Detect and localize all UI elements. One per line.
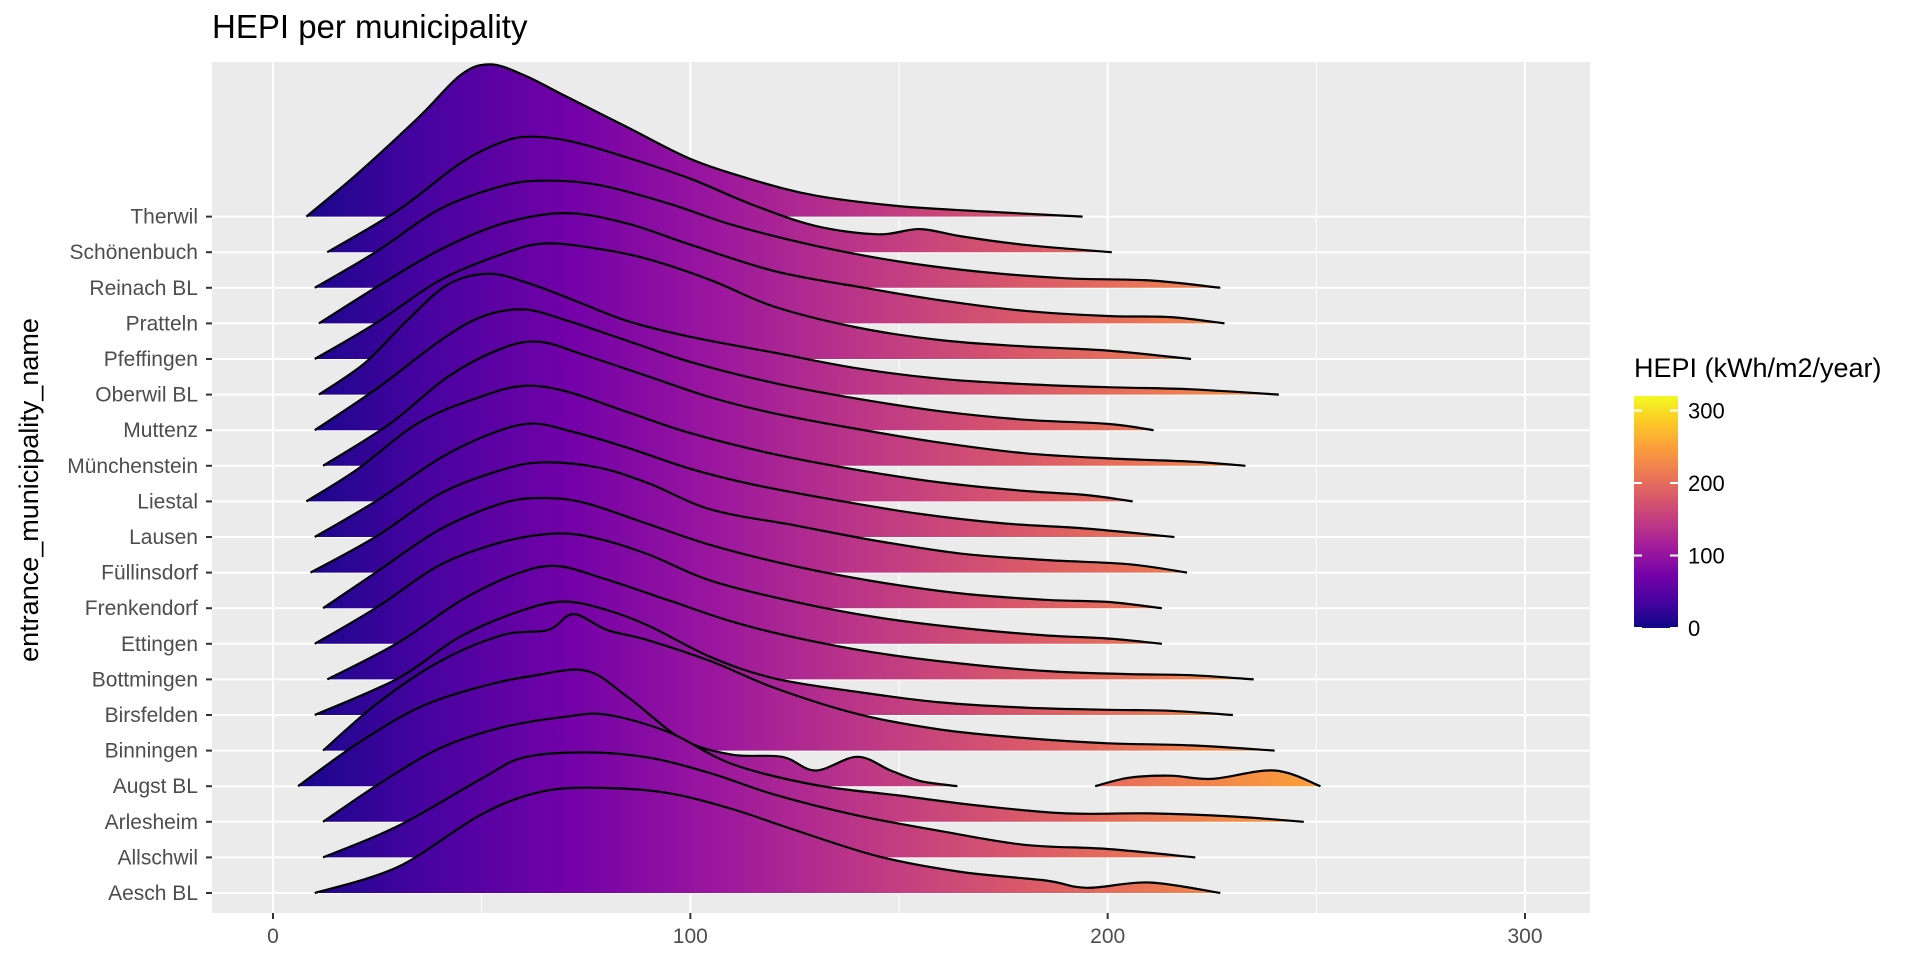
ridge-fill [1095,770,1321,787]
color-legend: HEPI (kWh/m2/year) 0 100 200 300 [1634,353,1882,641]
legend-title: HEPI (kWh/m2/year) [1634,353,1882,383]
ridge-outline [314,600,1233,717]
chart-title: HEPI per municipality [212,8,528,45]
ridge-outline [305,63,1083,218]
ridge-outline [322,612,1275,752]
y-tick-label: Füllinsdorf [101,562,198,585]
y-tick-label: Schönenbuch [70,241,198,264]
ridge-outline [322,712,1304,823]
y-tick-label: Bottmingen [92,668,198,691]
ridge-outline [326,564,1254,681]
y-tick-label: Münchenstein [67,455,198,478]
ridge-outline [322,751,1196,859]
y-axis: Aesch BL Allschwil Arlesheim Augst BL Binnin… [67,206,212,905]
y-tick-label: Aesch BL [108,882,198,905]
x-tick-label: 300 [1507,925,1542,948]
y-tick-label: Oberwil BL [95,384,198,407]
ridge-outline [1094,769,1321,788]
x-axis: 0 100 200 300 [267,913,1543,948]
ridge-outline [305,384,1133,503]
y-tick-label: Therwil [130,206,198,229]
ridges [297,63,1321,895]
ridge-outline [326,135,1112,254]
y-tick-label: Frenkendorf [85,597,198,620]
y-tick-label: Reinach BL [89,277,198,300]
legend-colorbar [1634,396,1678,628]
ridge-aesch-bl [314,786,1221,895]
ridge-outline [318,272,1279,396]
ridge-outline [318,211,1225,325]
y-axis-title: entrance_municipality_name [14,318,44,662]
y-tick-label: Arlesheim [105,811,198,834]
legend-tick-label: 200 [1688,471,1725,496]
y-tick-label: Pratteln [126,312,198,335]
ridge-outline [310,461,1188,574]
ridge-outline [314,179,1221,289]
ridge-outline [314,786,1221,895]
ridge-outline [322,340,1246,467]
y-tick-label: Muttenz [123,419,198,442]
ridge-outline [322,496,1163,610]
x-tick-label: 200 [1090,925,1125,948]
ridge-outline [314,242,1192,361]
ridge-outline [314,308,1154,432]
y-tick-label: Liestal [137,490,198,513]
x-tick-label: 100 [673,925,708,948]
y-tick-label: Augst BL [113,775,198,798]
y-tick-label: Allschwil [117,846,198,869]
y-tick-label: Lausen [129,526,198,549]
y-tick-label: Pfeffingen [104,348,198,371]
ridge-fill [314,787,1221,893]
legend-tick-label: 0 [1688,616,1700,641]
legend-tick-label: 100 [1688,544,1725,569]
legend-tick-label: 300 [1688,399,1725,424]
y-tick-label: Binningen [105,740,198,763]
ridge-outline [314,532,1163,645]
ridge-outline [314,422,1175,539]
x-tick-label: 0 [267,925,279,948]
y-tick-label: Birsfelden [105,704,198,727]
y-tick-label: Ettingen [121,633,198,656]
